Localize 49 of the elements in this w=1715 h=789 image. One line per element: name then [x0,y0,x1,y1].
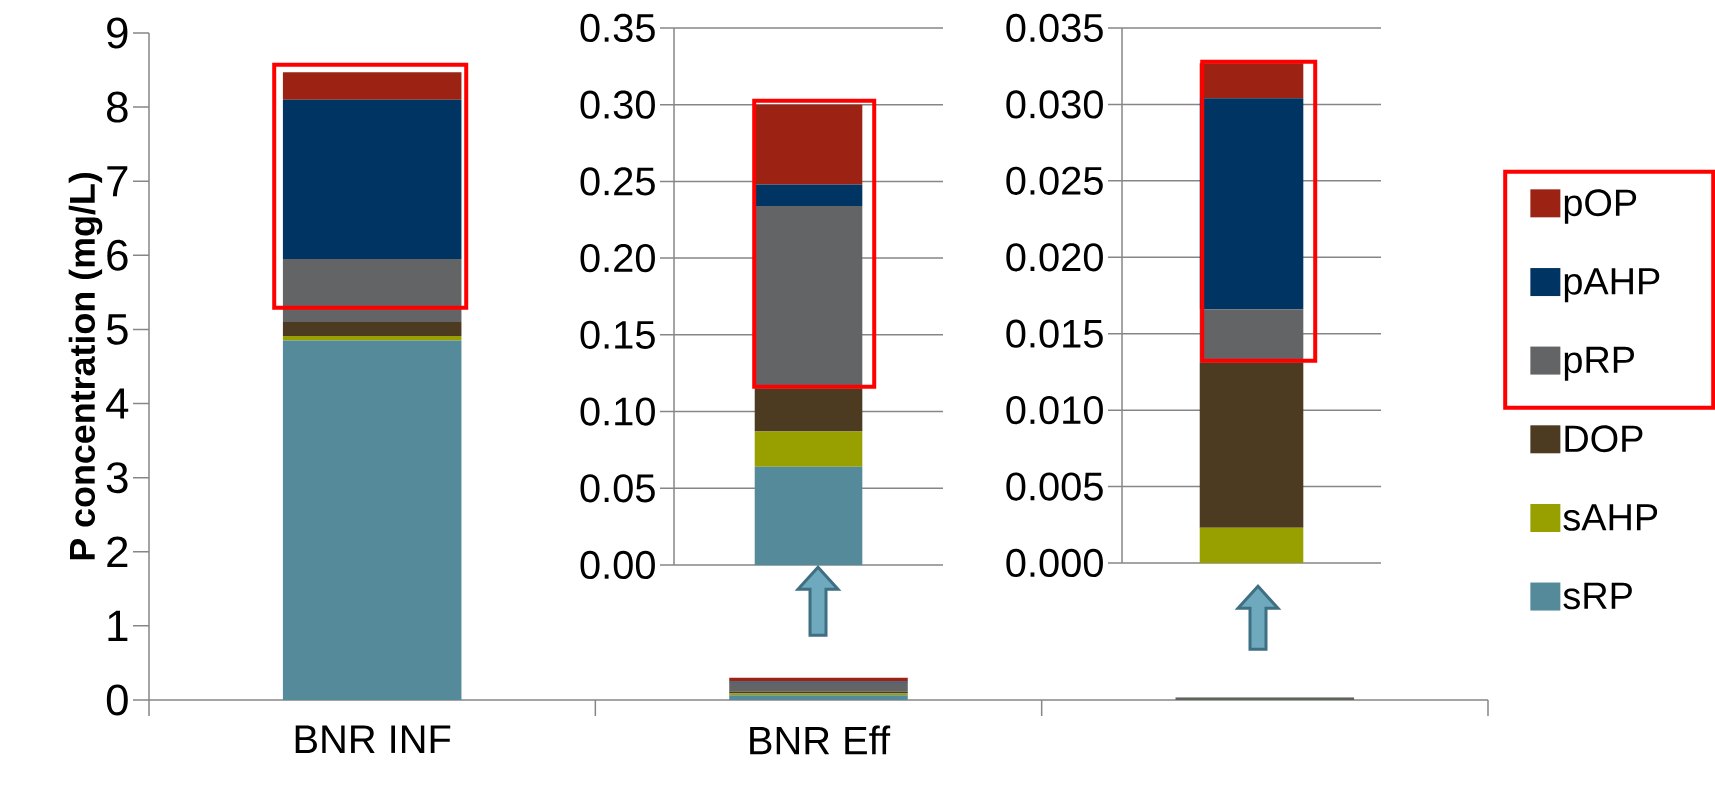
bar [1199,527,1304,563]
y-tick-label: 3 [106,462,128,494]
legend-label: pRP [1564,346,1634,381]
bar [282,322,462,337]
y-tick-label: 0.030 [1006,90,1103,119]
y-tick-label: 0.005 [1006,472,1103,501]
y-tick-label: 0.020 [1006,243,1103,272]
y-tick-label: 4 [106,388,129,419]
bar [754,388,863,432]
y-tick-label: 0.035 [1006,13,1103,43]
bar [754,466,863,565]
bar [282,72,462,100]
y-tick-label: 8 [107,91,128,123]
y-tick-label: 0.35 [580,13,655,43]
y-tick-label: 0 [106,684,128,716]
bar [754,184,863,206]
y-tick-label: 7 [107,166,128,197]
bar [282,259,462,323]
y-tick-label: 0.25 [580,167,655,196]
y-axis-title: P concentration (mg/L) [68,173,103,560]
legend-label: sRP [1563,582,1632,610]
bar [729,677,908,682]
legend-label: pOP [1564,189,1637,224]
bar [754,431,863,467]
y-tick-label: 0.15 [580,320,655,349]
y-tick-label: 9 [107,17,128,49]
bar [754,104,863,185]
legend-label: sAHP [1563,504,1658,531]
legend-label: DOP [1565,425,1643,453]
y-tick-label: 0.10 [580,397,655,426]
y-tick-label: 0.015 [1006,319,1103,348]
x-tick-label: BNR INF [295,725,451,753]
y-tick-label: 5 [106,314,128,345]
bar [729,695,908,700]
y-tick-label: 0.05 [580,474,655,503]
y-tick-label: 0.00 [580,550,655,580]
y-tick-label: 0.025 [1006,166,1103,195]
y-tick-label: 1 [108,610,128,641]
y-tick-label: 0.010 [1006,396,1103,425]
y-tick-label: 6 [107,239,128,271]
y-tick-label: 0.20 [580,244,655,273]
bar [729,682,908,692]
y-tick-label: 0.30 [580,90,655,119]
bar [282,340,462,700]
x-tick-label: BNR Eff [750,725,891,755]
bar [282,336,462,341]
legend-label: pAHP [1564,268,1660,303]
y-tick-label: 0.000 [1006,548,1103,578]
y-tick-label: 2 [107,536,128,568]
